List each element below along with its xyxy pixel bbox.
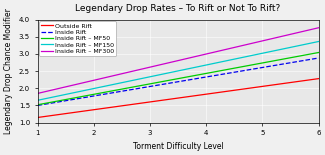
Inside Rift – MF150 xyxy=(203,64,207,66)
Inside Rift xyxy=(203,76,207,78)
Inside Rift – MF300 xyxy=(208,52,212,54)
Inside Rift – MF50 xyxy=(317,52,320,53)
Inside Rift – MF300 xyxy=(203,53,207,55)
Inside Rift – MF300 xyxy=(317,27,320,29)
Inside Rift – MF50 xyxy=(37,104,41,106)
Inside Rift – MF50 xyxy=(202,73,206,75)
Inside Rift xyxy=(317,57,320,59)
Outside Rift xyxy=(317,78,320,80)
Outside Rift xyxy=(208,93,212,95)
Inside Rift – MF50 xyxy=(272,60,276,62)
Inside Rift xyxy=(290,62,294,63)
Inside Rift – MF150 xyxy=(202,65,206,66)
Inside Rift xyxy=(208,75,212,77)
Inside Rift – MF150 xyxy=(37,99,41,101)
Y-axis label: Legendary Drop Chance Modifier: Legendary Drop Chance Modifier xyxy=(4,8,13,134)
Inside Rift – MF50 xyxy=(208,72,212,74)
Inside Rift – MF150 xyxy=(208,63,212,65)
Inside Rift – MF300 xyxy=(272,37,276,39)
X-axis label: Torment Difficulty Level: Torment Difficulty Level xyxy=(133,142,224,151)
Line: Inside Rift – MF150: Inside Rift – MF150 xyxy=(38,42,318,100)
Outside Rift xyxy=(203,93,207,95)
Inside Rift – MF300 xyxy=(37,92,41,94)
Outside Rift xyxy=(37,116,41,118)
Inside Rift – MF150 xyxy=(290,46,294,48)
Outside Rift xyxy=(290,81,294,83)
Line: Inside Rift – MF50: Inside Rift – MF50 xyxy=(38,53,318,105)
Inside Rift xyxy=(37,104,41,106)
Title: Legendary Drop Rates – To Rift or Not To Rift?: Legendary Drop Rates – To Rift or Not To… xyxy=(75,4,281,13)
Inside Rift – MF300 xyxy=(290,33,294,35)
Legend: Outside Rift, Inside Rift, Inside Rift – MF50, Inside Rift – MF150, Inside Rift : Outside Rift, Inside Rift, Inside Rift –… xyxy=(39,21,116,56)
Line: Inside Rift – MF300: Inside Rift – MF300 xyxy=(38,28,318,93)
Inside Rift – MF50 xyxy=(290,56,294,58)
Line: Inside Rift: Inside Rift xyxy=(38,58,318,105)
Inside Rift xyxy=(202,76,206,78)
Inside Rift – MF150 xyxy=(36,99,40,101)
Line: Outside Rift: Outside Rift xyxy=(38,79,318,117)
Outside Rift xyxy=(36,117,40,118)
Inside Rift xyxy=(272,64,276,66)
Inside Rift – MF50 xyxy=(36,104,40,106)
Inside Rift – MF150 xyxy=(272,50,276,52)
Outside Rift xyxy=(202,94,206,95)
Inside Rift – MF150 xyxy=(317,41,320,42)
Outside Rift xyxy=(272,84,276,86)
Inside Rift – MF300 xyxy=(36,93,40,94)
Inside Rift xyxy=(36,104,40,106)
Inside Rift – MF300 xyxy=(202,54,206,55)
Inside Rift – MF50 xyxy=(203,73,207,75)
